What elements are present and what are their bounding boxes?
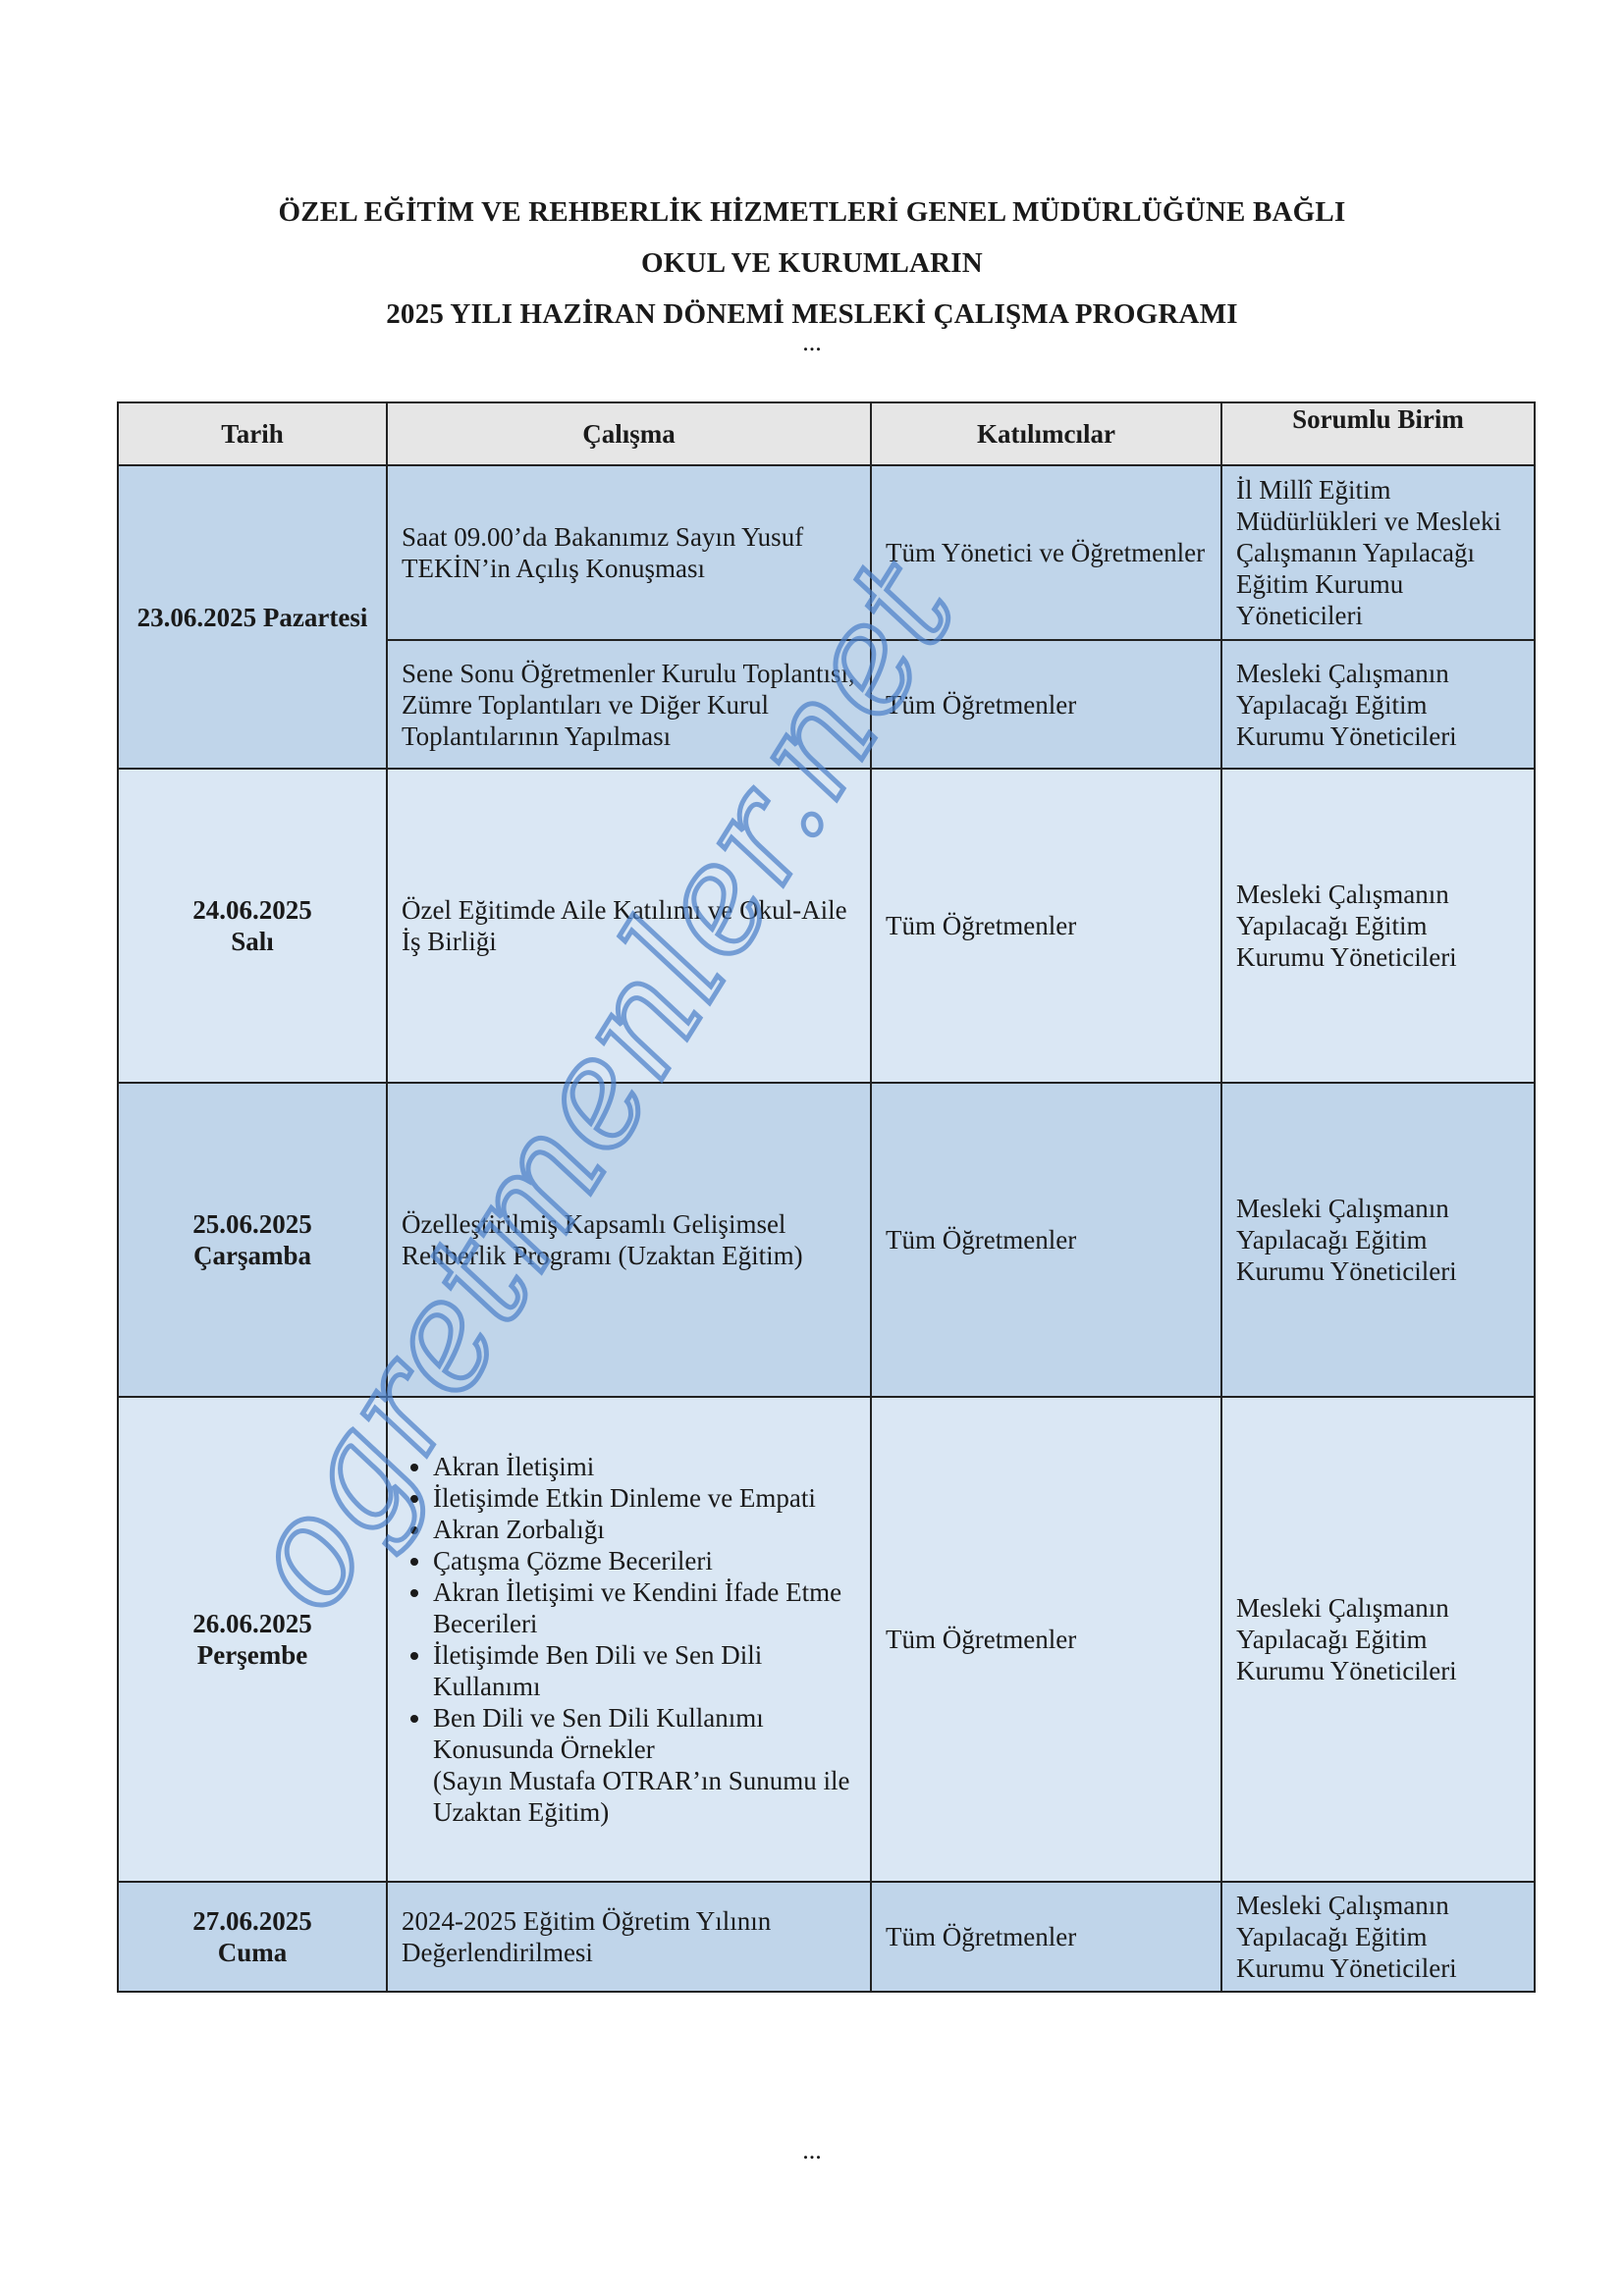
table-row: 25.06.2025 Çarşamba Özelleştirilmiş Kaps… [117, 1082, 1536, 1398]
header-katilimcilar: Katılımcılar [870, 401, 1222, 466]
day-text: Cuma [217, 1938, 288, 1967]
katilimcilar-cell: Tüm Öğretmenler [870, 1082, 1222, 1398]
sorumlu-birim-cell: Mesleki Çalışmanın Yapılacağı Eğitim Kur… [1220, 639, 1536, 770]
ellipsis-bottom: ... [802, 2136, 822, 2164]
date-cell: 26.06.2025 Perşembe [117, 1396, 388, 1883]
topic-list: Akran İletişimi İletişimde Etkin Dinleme… [390, 1451, 856, 1765]
list-item: Akran İletişimi ve Kendini İfade Etme Be… [433, 1576, 856, 1639]
date-cell: 23.06.2025 Pazartesi [117, 464, 388, 770]
table-row: Sene Sonu Öğretmenler Kurulu Toplantısı,… [118, 639, 1536, 770]
document-title-line-3: 2025 YILI HAZİRAN DÖNEMİ MESLEKİ ÇALIŞMA… [386, 298, 1238, 330]
katilimcilar-cell: Tüm Öğretmenler [870, 768, 1222, 1084]
header-tarih: Tarih [117, 401, 388, 466]
program-table: Tarih Çalışma Katılımcılar Sorumlu Birim… [117, 401, 1536, 1993]
katilimcilar-cell: Tüm Öğretmenler [870, 1881, 1222, 1993]
table-row: 23.06.2025 Pazartesi Saat 09.00’da Bakan… [117, 464, 1536, 770]
sorumlu-birim-cell: Mesleki Çalışmanın Yapılacağı Eğitim Kur… [1220, 1396, 1536, 1883]
day-text: Perşembe [196, 1640, 308, 1670]
calisma-cell: Özel Eğitimde Aile Katılımı ve Okul-Aile… [386, 768, 872, 1084]
header-sorumlu-birim: Sorumlu Birim [1220, 401, 1536, 466]
date-text: 23.06.2025 Pazartesi [136, 602, 368, 632]
date-cell: 27.06.2025 Cuma [117, 1881, 388, 1993]
katilimcilar-cell: Tüm Öğretmenler [870, 1396, 1222, 1883]
document-title-line-1: ÖZEL EĞİTİM VE REHBERLİK HİZMETLERİ GENE… [278, 196, 1346, 228]
table-row: 27.06.2025 Cuma 2024-2025 Eğitim Öğretim… [117, 1881, 1536, 1993]
date-cell: 25.06.2025 Çarşamba [117, 1082, 388, 1398]
katilimcilar-cell: Tüm Yönetici ve Öğretmenler [870, 464, 1222, 641]
list-item: İletişimde Ben Dili ve Sen Dili Kullanım… [433, 1639, 856, 1702]
sorumlu-birim-cell: Mesleki Çalışmanın Yapılacağı Eğitim Kur… [1220, 1881, 1536, 1993]
calisma-cell: Akran İletişimi İletişimde Etkin Dinleme… [386, 1396, 872, 1883]
ellipsis-top: ... [802, 328, 822, 356]
table-row: 24.06.2025 Salı Özel Eğitimde Aile Katıl… [117, 768, 1536, 1084]
date-cell: 24.06.2025 Salı [117, 768, 388, 1084]
list-item: Çatışma Çözme Becerileri [433, 1545, 856, 1576]
calisma-cell: Özelleştirilmiş Kapsamlı Gelişimsel Rehb… [386, 1082, 872, 1398]
date-text: 25.06.2025 [192, 1209, 312, 1239]
presenter-note: (Sayın Mustafa OTRAR’ın Sunumu ile Uzakt… [433, 1766, 850, 1827]
list-item: Akran Zorbalığı [433, 1514, 856, 1545]
list-item: Ben Dili ve Sen Dili Kullanımı Konusunda… [433, 1702, 856, 1765]
header-calisma: Çalışma [386, 401, 872, 466]
sorumlu-birim-cell: Mesleki Çalışmanın Yapılacağı Eğitim Kur… [1220, 768, 1536, 1084]
table-header-row: Tarih Çalışma Katılımcılar Sorumlu Birim [117, 401, 1536, 466]
day-text: Salı [231, 927, 274, 956]
katilimcilar-cell: Tüm Öğretmenler [870, 639, 1222, 770]
table-row: 26.06.2025 Perşembe Akran İletişimi İlet… [117, 1396, 1536, 1883]
calisma-cell: Sene Sonu Öğretmenler Kurulu Toplantısı,… [386, 639, 872, 770]
sorumlu-birim-cell: İl Millî Eğitim Müdürlükleri ve Mesleki … [1220, 464, 1536, 641]
day-text: Çarşamba [193, 1241, 311, 1270]
list-item: Akran İletişimi [433, 1451, 856, 1482]
list-item: İletişimde Etkin Dinleme ve Empati [433, 1482, 856, 1514]
date-text: 27.06.2025 [192, 1906, 312, 1936]
calisma-cell: Saat 09.00’da Bakanımız Sayın Yusuf TEKİ… [386, 464, 872, 641]
document-title-line-2: OKUL VE KURUMLARIN [641, 247, 983, 279]
date-text: 26.06.2025 [192, 1609, 312, 1638]
date-text: 24.06.2025 [192, 895, 312, 925]
sorumlu-birim-cell: Mesleki Çalışmanın Yapılacağı Eğitim Kur… [1220, 1082, 1536, 1398]
calisma-cell: 2024-2025 Eğitim Öğretim Yılının Değerle… [386, 1881, 872, 1993]
